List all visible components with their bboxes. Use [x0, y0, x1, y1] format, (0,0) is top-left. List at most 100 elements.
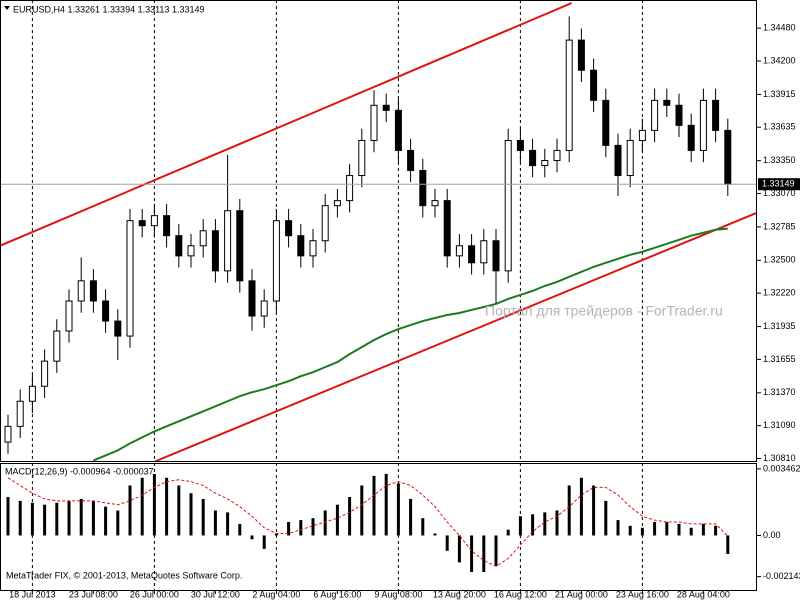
menu-arrow	[4, 6, 10, 10]
macd-bar	[6, 497, 10, 536]
macd-frame	[0, 463, 757, 591]
macd-bar	[494, 535, 498, 567]
candle-body	[370, 104, 378, 141]
candle-body	[272, 220, 280, 302]
candle-body	[529, 149, 537, 167]
candle-body	[187, 245, 195, 257]
y-tick-label: 1.34480	[763, 23, 796, 33]
macd-bar	[30, 502, 34, 536]
copyright: MetaTrader FIX, © 2001-2013, MetaQuotes …	[6, 570, 242, 580]
candle-body	[285, 220, 293, 237]
x-tick-label: 18 Jul 2013	[9, 589, 56, 599]
candle-body	[16, 400, 24, 427]
candle-body	[41, 360, 49, 387]
trend-line	[0, 2, 573, 247]
candle-body	[163, 215, 171, 237]
candle-body	[138, 220, 146, 227]
candle-body	[150, 215, 158, 227]
y-tick-label: 1.31655	[763, 354, 796, 364]
macd-bar	[238, 523, 242, 536]
candle-body	[65, 300, 73, 332]
macd-bar	[18, 500, 22, 536]
macd-bar	[372, 475, 376, 536]
macd-bar	[555, 510, 559, 536]
macd-bar	[67, 500, 71, 536]
candle-body	[333, 200, 341, 207]
macd-bar	[384, 473, 388, 536]
candle-body	[553, 149, 561, 162]
candle-body	[199, 230, 207, 247]
macd-bar	[177, 485, 181, 536]
macd-bar	[335, 504, 339, 536]
y-tick-label: 1.32500	[763, 255, 796, 265]
x-tick-label: 23 Aug 16:00	[616, 589, 669, 599]
macd-bar	[640, 527, 644, 536]
candle-body	[358, 139, 366, 177]
candle-body	[468, 245, 476, 264]
candle-body	[4, 425, 12, 443]
price-label: 1.33149	[762, 179, 795, 189]
macd-bar	[43, 504, 47, 536]
candle-body	[541, 160, 549, 167]
candle-body	[89, 280, 97, 302]
candle-body	[102, 300, 110, 322]
candle-body	[699, 99, 707, 151]
candle-body	[224, 210, 232, 272]
price-plot	[0, 0, 757, 462]
candle-body	[687, 124, 695, 151]
macd-bar	[665, 522, 669, 536]
x-tick-label: 9 Aug 08:00	[374, 589, 422, 599]
candle-body	[53, 330, 61, 362]
candle-body	[309, 240, 317, 257]
macd-plot	[6, 463, 730, 591]
y-tick-label: 1.31090	[763, 420, 796, 430]
x-tick-label: 21 Aug 00:00	[555, 589, 608, 599]
macd-bar	[189, 493, 193, 536]
macd-bar	[152, 473, 156, 536]
macd-bar	[689, 527, 693, 536]
candle-body	[260, 300, 268, 317]
candle-body	[516, 139, 524, 151]
macd-bar	[567, 485, 571, 536]
macd-bar	[628, 525, 632, 536]
candle-body	[382, 104, 390, 111]
macd-bar	[91, 500, 95, 536]
macd-bar	[506, 529, 510, 536]
y-tick-label: 1.30810	[763, 453, 796, 463]
macd-bar	[213, 510, 217, 536]
candle-body	[455, 245, 463, 257]
price-label-box	[758, 178, 800, 191]
macd-bar	[592, 485, 596, 536]
candle-body	[407, 149, 415, 171]
macd-bar	[360, 485, 364, 536]
watermark: Портал для трейдеров - ForTrader.ru	[485, 303, 723, 319]
y2-tick-label: 0.003462	[763, 463, 800, 473]
y2-tick-label: -0.002143	[763, 571, 800, 581]
y-tick-label: 1.34200	[763, 55, 796, 65]
moving-average	[93, 227, 728, 462]
candle-body	[321, 205, 329, 242]
x-tick-label: 6 Aug 16:00	[313, 589, 361, 599]
macd-bar	[579, 477, 583, 536]
chart-header: EURUSD,H4 1.33261 1.33394 1.33113 1.3314…	[13, 4, 204, 14]
macd-bar	[653, 522, 657, 536]
candle-body	[431, 200, 439, 207]
candle-body	[614, 144, 622, 177]
candle-body	[590, 69, 598, 101]
candle-body	[565, 39, 573, 151]
macd-bar	[165, 477, 169, 536]
candle-body	[492, 240, 500, 272]
macd-bar	[348, 497, 352, 536]
candle-body	[297, 235, 305, 257]
macd-bar	[409, 498, 413, 536]
x-tick-label: 28 Aug 04:00	[677, 589, 730, 599]
macd-bar	[457, 535, 461, 563]
macd-bar	[323, 510, 327, 536]
candle-body	[712, 99, 720, 131]
candle-body	[663, 99, 671, 106]
y-tick-label: 1.33635	[763, 122, 796, 132]
candle-body	[626, 139, 634, 177]
x-tick-label: 2 Aug 04:00	[252, 589, 300, 599]
x-tick-label: 26 Jul 00:00	[130, 589, 179, 599]
